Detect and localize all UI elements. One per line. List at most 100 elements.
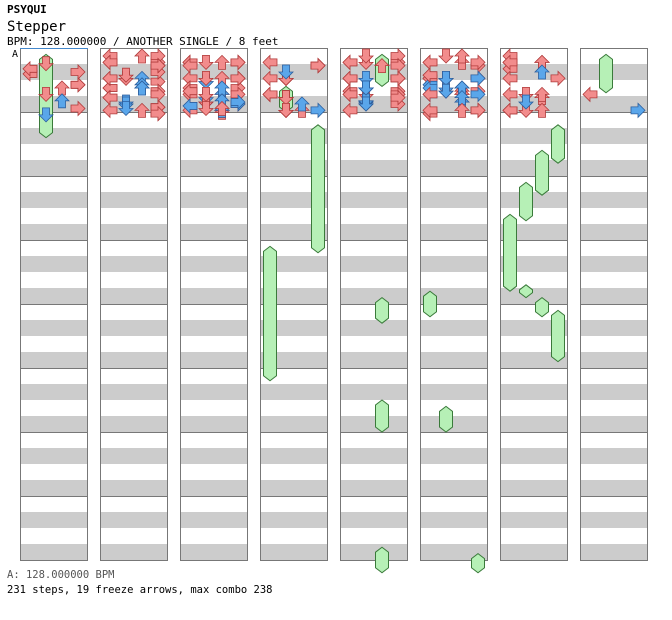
beat-stripe — [580, 288, 648, 304]
beat-stripe — [180, 160, 248, 176]
measure-frame — [580, 496, 648, 561]
measure-frame — [100, 496, 168, 561]
down-arrow — [278, 64, 294, 80]
down-arrow — [438, 83, 454, 99]
beat-stripe — [420, 448, 488, 464]
beat-stripe — [420, 224, 488, 240]
beat-stripe — [180, 192, 248, 208]
beat-stripe — [580, 384, 648, 400]
left-arrow — [102, 70, 118, 87]
left-arrow — [102, 54, 118, 71]
down-arrow — [198, 87, 214, 102]
bpm-legend: A: 128.000000 BPM — [7, 569, 115, 581]
beat-stripe — [420, 416, 488, 432]
right-arrow — [70, 76, 86, 93]
up-arrow — [454, 48, 470, 64]
left-arrow — [22, 60, 38, 77]
beat-stripe — [20, 416, 88, 432]
down-arrow — [438, 48, 454, 64]
beat-stripe — [340, 224, 408, 240]
beat-stripe — [20, 384, 88, 400]
right-arrow — [470, 54, 486, 71]
beat-stripe — [580, 64, 648, 80]
left-arrow — [422, 102, 438, 119]
beat-stripe — [180, 352, 248, 368]
beat-stripe — [340, 192, 408, 208]
right-arrow — [150, 57, 166, 74]
left-arrow — [342, 102, 358, 119]
measure-frame — [180, 496, 248, 561]
beat-stripe — [500, 544, 568, 560]
freeze-arrow — [551, 309, 565, 363]
beat-stripe — [580, 544, 648, 560]
beat-stripe — [100, 416, 168, 432]
right-arrow — [230, 70, 246, 87]
beat-stripe — [580, 128, 648, 144]
freeze-arrow — [311, 124, 325, 254]
left-arrow — [342, 86, 358, 103]
beat-stripe — [420, 480, 488, 496]
beat-stripe — [180, 224, 248, 240]
beat-stripe — [580, 192, 648, 208]
beat-stripe — [100, 128, 168, 144]
beat-stripe — [20, 544, 88, 560]
beat-stripe — [100, 352, 168, 368]
down-arrow — [518, 94, 534, 110]
right-arrow — [70, 100, 86, 117]
up-arrow — [134, 80, 150, 96]
left-arrow — [182, 97, 198, 114]
beat-stripe — [100, 224, 168, 240]
beat-stripe — [340, 480, 408, 496]
down-arrow — [438, 71, 454, 86]
beat-stripe — [500, 192, 568, 208]
beat-stripe — [100, 160, 168, 176]
right-arrow — [310, 102, 326, 119]
right-arrow — [150, 86, 166, 103]
down-arrow — [38, 56, 54, 72]
beat-stripe — [20, 256, 88, 272]
right-arrow — [390, 89, 406, 106]
beat-stripe — [20, 480, 88, 496]
right-arrow — [470, 86, 486, 103]
left-arrow — [502, 86, 518, 103]
beat-stripe — [100, 192, 168, 208]
beat-stripe — [20, 512, 88, 528]
beat-stripe — [500, 416, 568, 432]
left-arrow — [262, 54, 278, 71]
beat-stripe — [340, 320, 408, 336]
beat-stripe — [580, 416, 648, 432]
beat-stripe — [180, 480, 248, 496]
down-arrow — [38, 87, 54, 102]
down-arrow — [198, 71, 214, 86]
left-arrow — [182, 83, 198, 100]
beat-stripe — [20, 192, 88, 208]
beat-stripe — [260, 384, 328, 400]
up-arrow — [54, 93, 70, 109]
up-arrow — [534, 64, 550, 80]
down-arrow — [118, 67, 134, 83]
up-arrow — [534, 102, 550, 118]
beat-stripe — [100, 288, 168, 304]
measure-frame — [260, 496, 328, 561]
left-arrow — [422, 67, 438, 84]
right-arrow — [470, 70, 486, 87]
beat-stripe — [500, 448, 568, 464]
beat-stripe — [420, 160, 488, 176]
right-arrow — [230, 54, 246, 71]
up-arrow — [214, 100, 230, 116]
beat-stripe — [340, 416, 408, 432]
left-arrow — [342, 70, 358, 87]
beat-stripe — [20, 224, 88, 240]
beat-stripe — [100, 256, 168, 272]
beat-stripe — [100, 544, 168, 560]
beat-stripe — [180, 128, 248, 144]
chart-info: BPM: 128.000000 / ANOTHER SINGLE / 8 fee… — [7, 35, 279, 48]
beat-stripe — [340, 384, 408, 400]
measure-frame — [500, 496, 568, 561]
beat-stripe — [340, 128, 408, 144]
beat-stripe — [20, 352, 88, 368]
right-arrow — [550, 70, 566, 87]
beat-stripe — [580, 256, 648, 272]
beat-stripe — [420, 512, 488, 528]
beat-stripe — [340, 512, 408, 528]
